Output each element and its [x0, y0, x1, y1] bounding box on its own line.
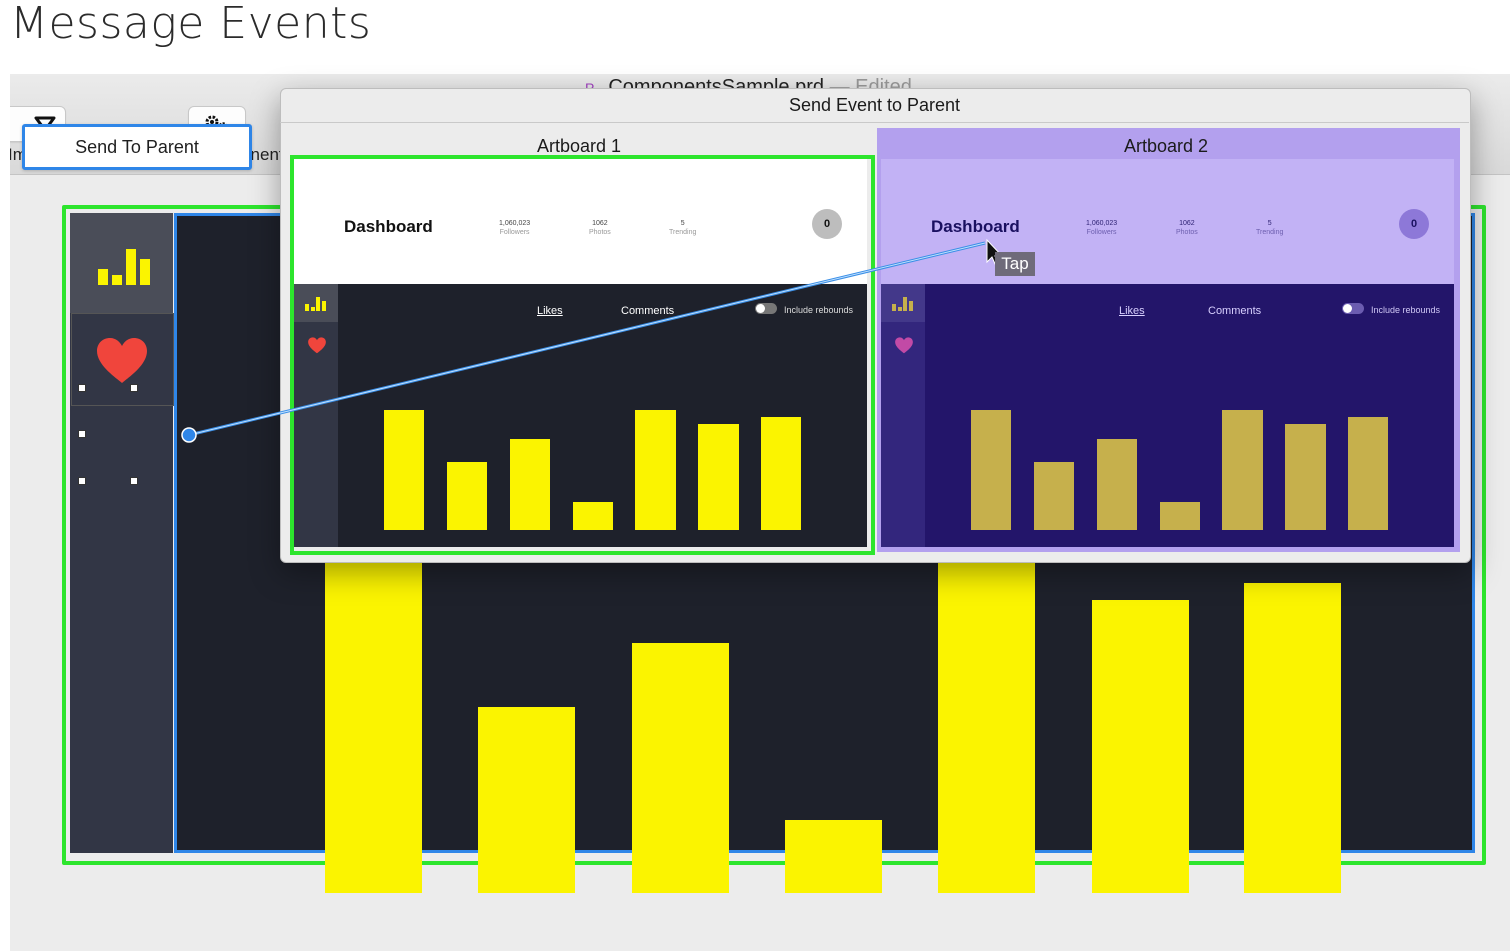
main-bar	[632, 643, 729, 893]
popover-title: Send Event to Parent	[280, 88, 1469, 123]
tap-trigger-label: Tap	[995, 252, 1035, 276]
mini-stat: 1062 Photos	[589, 220, 611, 236]
mini-toggle-label: Include rebounds	[1371, 305, 1441, 315]
mini-stat: 1,060,023 Followers	[499, 220, 531, 236]
mini-bar	[971, 409, 1012, 530]
main-bar	[1244, 583, 1341, 893]
main-bar-chart	[190, 560, 1475, 893]
mini-bar	[1348, 416, 1389, 530]
mini-bar	[1096, 438, 1137, 530]
mini-badge: 0	[812, 209, 842, 239]
mini-sidebar	[881, 284, 925, 547]
sidebar-item-likes[interactable]	[70, 313, 174, 407]
artboard-1-selection-frame	[290, 155, 875, 555]
sidebar-item-chart[interactable]	[70, 213, 173, 313]
dashboard-sidebar	[70, 213, 173, 853]
mini-stat: 5 Trending	[669, 220, 697, 236]
main-bar	[325, 560, 422, 893]
mini-stat: 1,060,023 Followers	[1086, 220, 1118, 236]
mini-bar	[1033, 461, 1075, 530]
mini-stat: 5 Trending	[1256, 220, 1284, 236]
resize-handle[interactable]	[78, 430, 86, 438]
mini-bar	[446, 461, 488, 530]
resize-handle[interactable]	[78, 477, 86, 485]
selection-box	[71, 313, 174, 406]
mini-bar	[1285, 424, 1326, 530]
resize-handle[interactable]	[130, 384, 138, 392]
main-bar	[785, 819, 882, 893]
mini-bar	[1159, 502, 1200, 530]
resize-handle[interactable]	[78, 384, 86, 392]
mini-badge: 0	[1399, 209, 1429, 239]
main-bar	[1092, 599, 1189, 893]
mini-toggle	[1342, 303, 1364, 314]
heart-icon	[895, 337, 913, 354]
mini-dashboard-title: Dashboard	[344, 217, 433, 236]
page-title: Message Events	[10, 0, 372, 49]
artboard-2-label: Artboard 2	[1124, 136, 1209, 156]
mini-stat: 1062 Photos	[1176, 220, 1198, 236]
artboard-2-thumbnail[interactable]: Dashboard 1,060,023 Followers 1062 Photos …	[881, 159, 1454, 547]
mini-bar	[698, 424, 739, 530]
mini-bar	[509, 438, 550, 530]
mini-tab-comments: Comments	[1208, 305, 1262, 317]
mini-bar	[1222, 409, 1263, 530]
bar-chart-icon	[892, 297, 913, 311]
main-bar	[478, 706, 575, 893]
mini-chart-tab	[881, 284, 925, 322]
artboard-1-label: Artboard 1	[537, 136, 622, 156]
heart-icon	[97, 338, 147, 383]
resize-handle[interactable]	[130, 477, 138, 485]
mini-bar	[572, 502, 613, 530]
send-to-parent-button[interactable]: Send To Parent	[22, 124, 252, 170]
main-bar	[938, 560, 1035, 893]
bar-chart-icon	[98, 249, 150, 285]
mini-dashboard-title: Dashboard	[931, 217, 1020, 236]
mini-bar-chart	[971, 385, 1411, 530]
mini-tab-likes: Likes	[1119, 305, 1145, 317]
